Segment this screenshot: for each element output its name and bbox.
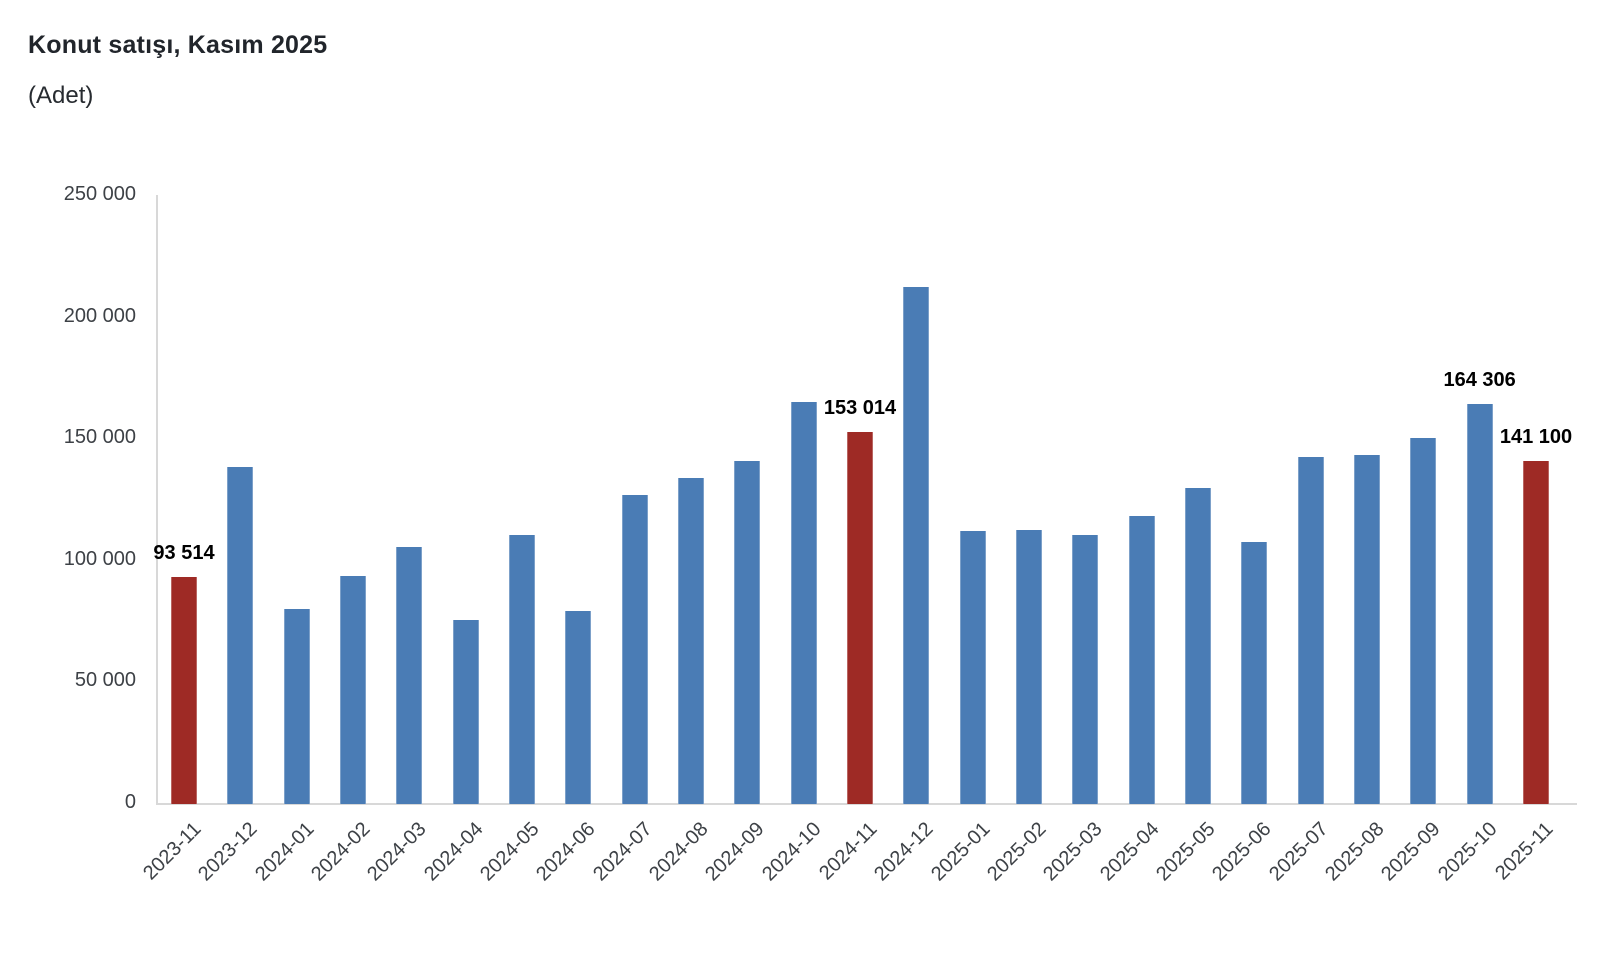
chart-title: Konut satışı, Kasım 2025 bbox=[28, 31, 328, 59]
y-axis-line bbox=[156, 195, 158, 805]
bar-2024-07 bbox=[621, 494, 648, 804]
y-tick-label: 50 000 bbox=[74, 669, 136, 692]
bar-2024-04 bbox=[452, 620, 479, 804]
bar-2025-10 bbox=[1466, 404, 1493, 804]
bar-2025-02 bbox=[1015, 529, 1042, 804]
bar-2024-11 bbox=[846, 431, 873, 804]
bar-2024-01 bbox=[283, 608, 310, 804]
bar-2025-06 bbox=[1241, 542, 1268, 804]
bar-2024-12 bbox=[903, 286, 930, 804]
bar-2025-09 bbox=[1410, 437, 1437, 804]
y-tick-label: 100 000 bbox=[63, 547, 136, 570]
bar-2025-07 bbox=[1297, 456, 1324, 804]
bar-2025-05 bbox=[1184, 487, 1211, 804]
bar-2023-11 bbox=[171, 576, 197, 804]
bar-2024-10 bbox=[790, 402, 817, 804]
y-tick-label: 150 000 bbox=[63, 426, 136, 449]
bar-2024-05 bbox=[508, 535, 535, 804]
x-axis-line bbox=[156, 803, 1577, 805]
y-tick-label: 0 bbox=[124, 791, 136, 813]
y-tick-label: 250 000 bbox=[63, 183, 136, 205]
bar-2025-01 bbox=[959, 531, 986, 804]
bar-2024-08 bbox=[677, 477, 704, 804]
bar-2025-04 bbox=[1128, 516, 1155, 804]
bar-2024-09 bbox=[734, 461, 761, 804]
data-label-2025-11: 141 100 bbox=[1499, 425, 1573, 448]
bar-2025-08 bbox=[1353, 455, 1380, 804]
bar-2023-12 bbox=[227, 466, 254, 804]
bar-2024-06 bbox=[565, 611, 592, 804]
y-tick-label: 200 000 bbox=[63, 304, 136, 327]
chart-subtitle: (Adet) bbox=[28, 82, 94, 109]
bar-2025-11 bbox=[1522, 460, 1549, 804]
bar-2025-03 bbox=[1072, 534, 1099, 804]
bar-2024-02 bbox=[339, 575, 366, 804]
data-label-2024-11: 153 014 bbox=[823, 396, 897, 419]
data-label-2025-10: 164 306 bbox=[1443, 369, 1516, 392]
data-label-2023-11: 93 514 bbox=[153, 541, 215, 564]
bar-2024-03 bbox=[396, 547, 423, 804]
